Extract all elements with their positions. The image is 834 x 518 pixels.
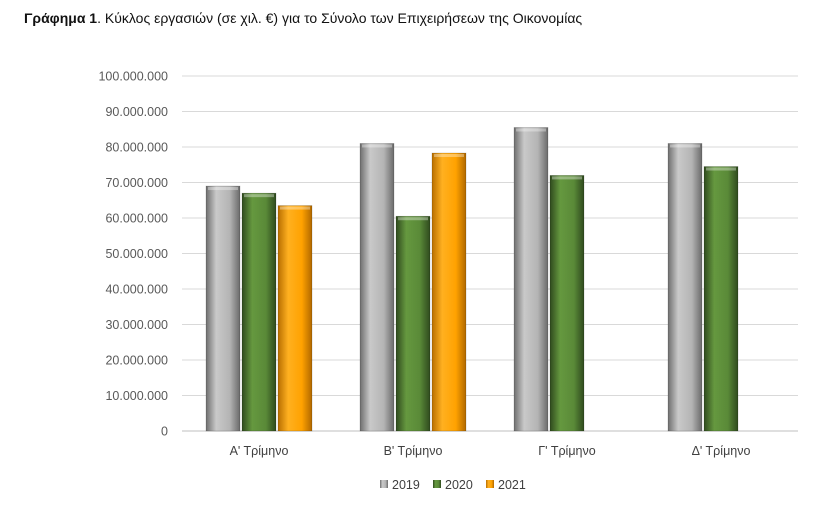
y-tick-label: 90.000.000 bbox=[105, 105, 168, 119]
bar-2021-q1 bbox=[277, 205, 313, 432]
bar-highlight bbox=[208, 187, 238, 191]
y-tick-label: 20.000.000 bbox=[105, 354, 168, 368]
y-tick-label: 50.000.000 bbox=[105, 247, 168, 261]
y-tick-label: 0 bbox=[161, 425, 168, 439]
bar-2019-q3 bbox=[513, 127, 549, 432]
bar-highlight bbox=[434, 154, 464, 158]
bar-2019-q2 bbox=[359, 143, 395, 432]
bar-highlight bbox=[280, 206, 310, 210]
bar-2019-q1 bbox=[205, 185, 241, 432]
legend-label-2019: 2019 bbox=[392, 478, 420, 492]
chart-title-prefix: Γράφημα 1 bbox=[24, 10, 98, 26]
legend-label-2021: 2021 bbox=[498, 478, 526, 492]
bar-2020-q1 bbox=[241, 192, 277, 432]
legend-swatch-2020 bbox=[433, 480, 441, 488]
bar-2021-q2 bbox=[431, 152, 467, 432]
bar-highlight bbox=[670, 144, 700, 148]
bar-highlight bbox=[706, 167, 736, 171]
bar-highlight bbox=[552, 176, 582, 180]
legend-swatch-2021 bbox=[486, 480, 494, 488]
y-tick-label: 80.000.000 bbox=[105, 141, 168, 155]
y-tick-label: 60.000.000 bbox=[105, 212, 168, 226]
legend-label-2020: 2020 bbox=[445, 478, 473, 492]
chart-title-text: . Κύκλος εργασιών (σε χιλ. €) για το Σύν… bbox=[97, 10, 583, 26]
x-category-label: Γ' Τρίμηνο bbox=[538, 444, 595, 458]
bar-highlight bbox=[398, 217, 428, 221]
y-tick-label: 70.000.000 bbox=[105, 176, 168, 190]
bar-2020-q2 bbox=[395, 215, 431, 432]
bar-highlight bbox=[244, 194, 274, 198]
y-tick-label: 10.000.000 bbox=[105, 389, 168, 403]
bar-2020-q4 bbox=[703, 166, 739, 432]
x-category-label: Α' Τρίμηνο bbox=[230, 444, 289, 458]
bar-highlight bbox=[516, 128, 546, 132]
legend-swatch-2019 bbox=[380, 480, 388, 488]
y-tick-label: 40.000.000 bbox=[105, 283, 168, 297]
y-tick-label: 100.000.000 bbox=[98, 70, 168, 84]
bar-2020-q3 bbox=[549, 175, 585, 432]
x-category-label: Β' Τρίμηνο bbox=[384, 444, 443, 458]
bar-2019-q4 bbox=[667, 143, 703, 432]
chart-title: Γράφημα 1. Κύκλος εργασιών (σε χιλ. €) γ… bbox=[24, 10, 582, 26]
x-category-label: Δ' Τρίμηνο bbox=[692, 444, 751, 458]
y-tick-label: 30.000.000 bbox=[105, 318, 168, 332]
bar-highlight bbox=[362, 144, 392, 148]
